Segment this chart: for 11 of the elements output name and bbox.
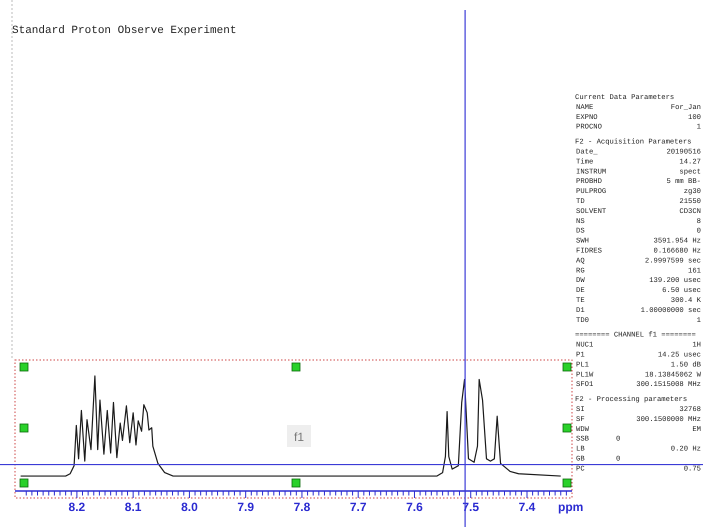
x-tick-label: 7.6 <box>406 500 424 514</box>
x-tick-label: 7.9 <box>237 500 254 514</box>
x-tick-label: 7.4 <box>518 500 536 514</box>
x-tick-label: 8.0 <box>181 500 198 514</box>
annotation: f1 <box>294 430 304 444</box>
chart-title: Standard Proton Observe Experiment <box>12 25 236 37</box>
x-tick-label: 8.1 <box>124 500 142 514</box>
x-tick-label: 8.2 <box>68 500 86 514</box>
x-tick-label: 7.7 <box>350 500 367 514</box>
x-tick-label: 7.8 <box>294 500 311 514</box>
x-axis-title: ppm <box>558 500 584 514</box>
